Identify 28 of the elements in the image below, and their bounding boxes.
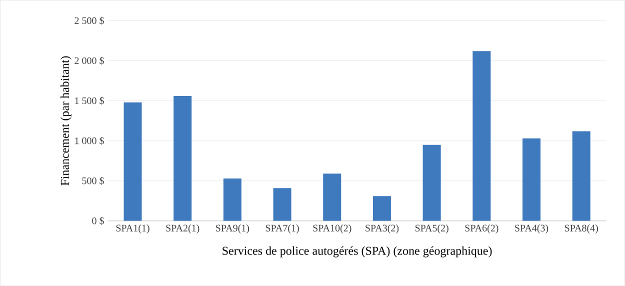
y-tick-label: 0 $ — [92, 217, 104, 226]
x-tick-label: SPA10(2) — [313, 224, 352, 234]
y-tick-label: 500 $ — [82, 177, 104, 186]
x-tick-label: SPA7(1) — [266, 224, 299, 234]
x-tick-label: SPA6(2) — [465, 224, 498, 234]
y-tick-label: 2 500 $ — [74, 16, 104, 25]
bar — [223, 178, 242, 222]
bar — [572, 131, 590, 222]
y-tick-label: 2 000 $ — [74, 56, 104, 65]
bar — [472, 51, 491, 222]
bar — [422, 145, 441, 222]
x-tick-label: SPA8(4) — [564, 224, 598, 234]
x-tick-label: SPA9(1) — [216, 224, 250, 234]
y-axis-title: Financement (par habitant) — [60, 56, 72, 186]
x-tick-label: SPA4(3) — [515, 224, 548, 234]
x-tick-label: SPA5(2) — [415, 224, 448, 234]
x-tick-label: SPA3(2) — [366, 224, 399, 234]
x-axis-title: Services de police autogérés (SPA) (zone géographique) — [222, 246, 492, 258]
bar — [273, 188, 292, 222]
bar — [323, 174, 342, 222]
y-tick-label: 1 000 $ — [75, 136, 104, 146]
x-tick-label: SPA2(1) — [166, 224, 200, 234]
bar — [124, 102, 142, 222]
bar — [522, 138, 541, 222]
x-tick-label: SPA1(1) — [116, 224, 150, 234]
bar — [372, 196, 391, 222]
bar — [174, 96, 192, 222]
y-tick-label: 1 500 $ — [75, 96, 104, 105]
